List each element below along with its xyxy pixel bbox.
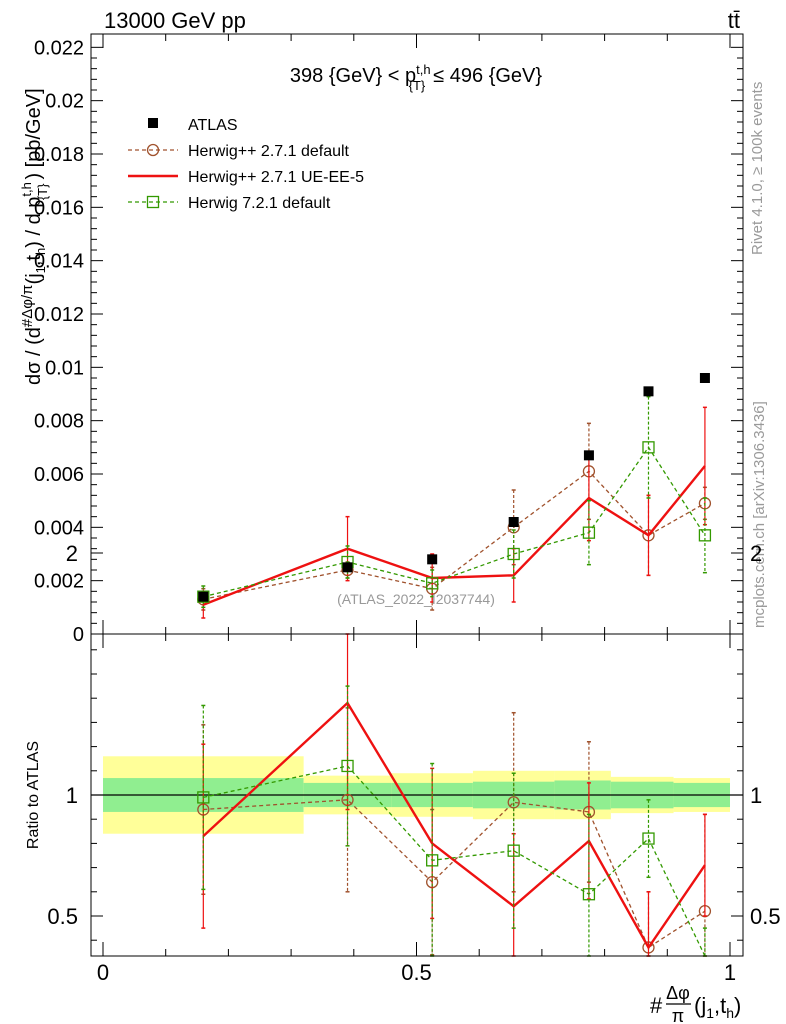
main-herwig-7-2-1-default-point <box>642 441 655 454</box>
ratio-herwig-7-2-1-default-point <box>507 844 520 857</box>
main-herwig-7-2-1-default-point <box>582 526 596 539</box>
ratio-ytick-label: 0.5 <box>47 904 78 929</box>
main-herwig-2-7-1-ue-ee-5-line <box>202 465 706 606</box>
ratio-herwig-7-2-1-default-line <box>203 765 706 957</box>
ratio-herwig-7-2-1-default-point <box>642 832 655 845</box>
main-atlas-point <box>583 450 594 461</box>
ratio-frame <box>90 633 744 957</box>
legend-herwig7-default-label: Herwig 7.2.1 default <box>188 195 331 212</box>
ratio-herwig-7-2-1-default-point <box>582 888 596 901</box>
legend-herwigpp-default-label: Herwig++ 2.7.1 default <box>188 143 350 160</box>
svg-text:Δφ: Δφ <box>666 983 690 1003</box>
header-channel: tt̄ <box>728 8 740 33</box>
main-atlas-point <box>643 386 654 397</box>
ratio-xtick-label: 1 <box>724 960 736 985</box>
main-herwig-7-2-1-default-point <box>197 590 210 603</box>
panel-title: 398 {GeV} < pt,h {T} ≤ 496 {GeV} <box>290 62 542 93</box>
main-ytick-label: 0.006 <box>34 464 84 486</box>
ratio-xtick-label: 0 <box>97 960 109 985</box>
ratio-axes: 0.5 0.5 1 1 2 2 0 0.5 1 <box>47 541 780 985</box>
main-ytick-label: 0.018 <box>34 144 84 166</box>
legend-atlas-label: ATLAS <box>188 117 238 134</box>
header-process: 13000 GeV pp <box>104 8 246 33</box>
main-atlas-point <box>508 517 519 527</box>
legend: ATLAS Herwig++ 2.7.1 default Herwig++ 2.… <box>128 117 364 212</box>
ratio-herwig-7-2-1-default-point <box>341 759 354 773</box>
svg-text:(j1,th): (j1,th) <box>694 993 741 1021</box>
main-herwig-7-2-1-default-point <box>507 547 520 561</box>
mcplots-label: mcplots.cern.ch [arXiv:1306.3436] <box>751 401 768 628</box>
svg-text:π: π <box>672 1006 684 1024</box>
main-ytick-label: 0 <box>73 624 84 646</box>
ratio-herwig-2-7-1-default-point <box>507 796 520 809</box>
main-herwig-7-2-1-default-point <box>426 577 439 590</box>
main-axes: 0 0.002 0.004 0.006 0.008 0.01 0.012 0.014 0.016… <box>34 34 743 646</box>
main-atlas-point <box>342 562 353 573</box>
legend-atlas-marker <box>148 118 158 128</box>
ratio-xtick-label: 0.5 <box>401 960 432 985</box>
main-ytick-label: 0.02 <box>45 91 84 113</box>
main-series <box>197 373 712 619</box>
ratio-panel: 0.5 0.5 1 1 2 2 0 0.5 1 Ratio to ATLAS # Δφ π (j… <box>25 541 781 1024</box>
ratio-ytick-label-right: 2 <box>750 541 762 566</box>
ratio-xlabel: # Δφ π (j1,th) <box>650 983 741 1024</box>
main-herwig-7-2-1-default-point <box>698 529 712 542</box>
ratio-herwig-7-2-1-default-point <box>197 791 210 804</box>
main-atlas-point <box>198 591 209 602</box>
analysis-watermark: (ATLAS_2022_I2037744) <box>337 591 495 607</box>
legend-herwigpp-ueee5-label: Herwig++ 2.7.1 UE-EE-5 <box>188 169 364 186</box>
main-ytick-label: 0.002 <box>34 571 84 593</box>
main-atlas-point <box>699 373 710 383</box>
legend-herwig7-default-marker <box>146 195 160 209</box>
ratio-ytick-label-right: 0.5 <box>750 904 781 929</box>
svg-text:#: # <box>650 993 663 1018</box>
main-atlas-point <box>427 554 438 565</box>
main-ytick-label: 0.014 <box>34 251 84 273</box>
main-ytick-label: 0.016 <box>34 197 84 219</box>
main-ylabel: dσ / (d#Δφ/π(j1,th) / d pt,h{T}) [pb/GeV… <box>19 88 50 385</box>
ratio-ytick-label-right: 1 <box>750 783 762 808</box>
main-ytick-label: 0.004 <box>34 517 84 539</box>
main-ytick-label: 0.008 <box>34 411 84 433</box>
main-ytick-label: 0.022 <box>34 37 84 59</box>
ratio-ytick-label: 2 <box>66 541 78 566</box>
legend-herwigpp-default-marker <box>146 143 160 157</box>
ratio-herwig-7-2-1-default-point <box>426 854 439 867</box>
main-panel: 0 0.002 0.004 0.006 0.008 0.01 0.012 0.014 0.016… <box>19 33 744 646</box>
rivet-label: Rivet 4.1.0, ≥ 100k events <box>749 82 766 255</box>
main-herwig-2-7-1-default-line <box>203 470 706 600</box>
main-ytick-label: 0.01 <box>45 357 84 379</box>
ratio-ylabel: Ratio to ATLAS <box>25 741 42 849</box>
ratio-ytick-label: 1 <box>66 783 78 808</box>
main-ytick-label: 0.012 <box>34 304 84 326</box>
